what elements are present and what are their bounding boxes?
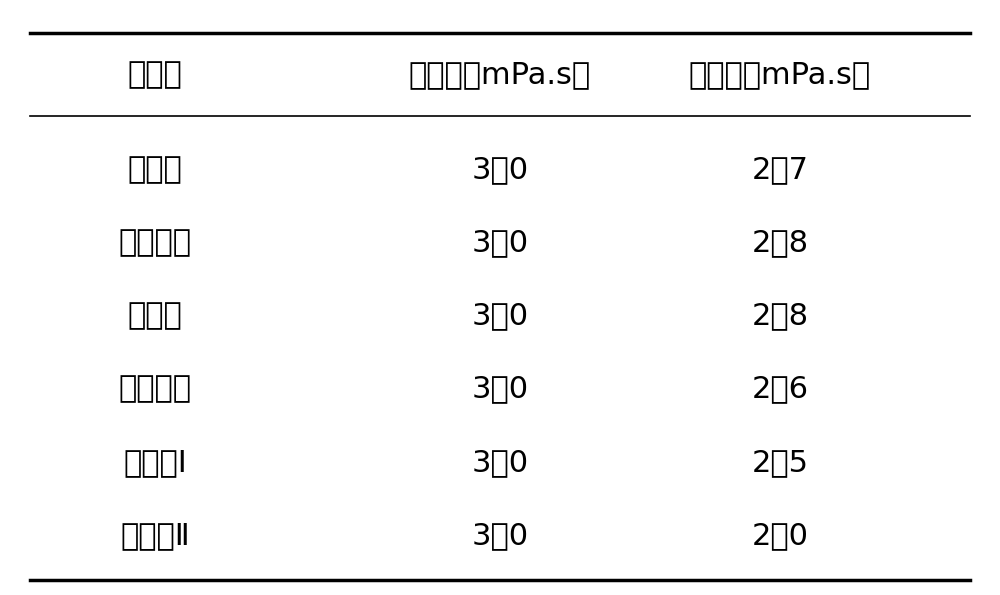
Text: 2．7: 2．7	[752, 155, 808, 184]
Text: 3．0: 3．0	[471, 521, 529, 550]
Text: 纤维素酶: 纤维素酶	[119, 228, 192, 257]
Text: 淀粉酶: 淀粉酶	[128, 302, 182, 330]
Text: 复合酶Ⅰ: 复合酶Ⅰ	[123, 448, 187, 477]
Text: 复合酶Ⅱ: 复合酶Ⅱ	[120, 521, 190, 550]
Text: 酶解前（mPa.s）: 酶解前（mPa.s）	[409, 60, 591, 89]
Text: 酶种类: 酶种类	[128, 60, 182, 89]
Text: 2．0: 2．0	[752, 521, 808, 550]
Text: 3．0: 3．0	[471, 302, 529, 330]
Text: 2．5: 2．5	[752, 448, 808, 477]
Text: 果胶酶: 果胶酶	[128, 155, 182, 184]
Text: 酶解后（mPa.s）: 酶解后（mPa.s）	[689, 60, 871, 89]
Text: 2．6: 2．6	[752, 375, 808, 403]
Text: 3．0: 3．0	[471, 448, 529, 477]
Text: 木聚糖酶: 木聚糖酶	[119, 375, 192, 403]
Text: 2．8: 2．8	[751, 302, 809, 330]
Text: 3．0: 3．0	[471, 155, 529, 184]
Text: 3．0: 3．0	[471, 228, 529, 257]
Text: 3．0: 3．0	[471, 375, 529, 403]
Text: 2．8: 2．8	[751, 228, 809, 257]
